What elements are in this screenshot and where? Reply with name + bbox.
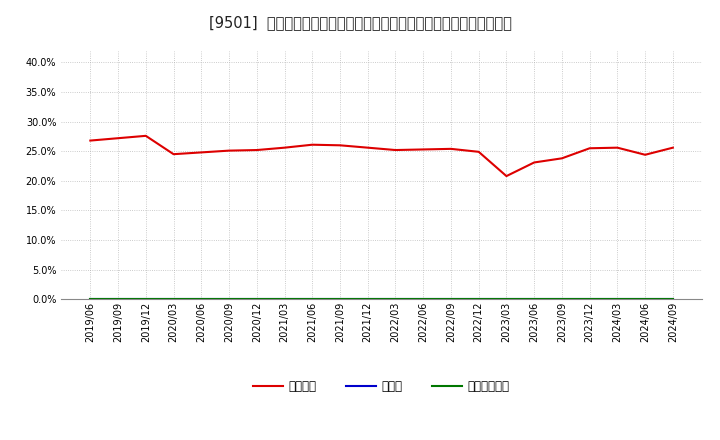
のれん (391, 297, 400, 302)
繰延税金資産 (253, 297, 261, 302)
のれん (169, 297, 178, 302)
繰延税金資産 (585, 297, 594, 302)
のれん (114, 297, 122, 302)
繰延税金資産 (114, 297, 122, 302)
繰延税金資産 (557, 297, 566, 302)
繰延税金資産 (446, 297, 455, 302)
自己資本 (419, 147, 428, 152)
のれん (280, 297, 289, 302)
繰延税金資産 (419, 297, 428, 302)
Text: [9501]  自己資本、のれん、繰延税金資産の総資産に対する比率の推移: [9501] 自己資本、のれん、繰延税金資産の総資産に対する比率の推移 (209, 15, 511, 30)
Legend: 自己資本, のれん, 繰延税金資産: 自己資本, のれん, 繰延税金資産 (248, 375, 515, 398)
繰延税金資産 (197, 297, 206, 302)
のれん (419, 297, 428, 302)
繰延税金資産 (308, 297, 317, 302)
繰延税金資産 (86, 297, 94, 302)
自己資本 (474, 149, 483, 154)
のれん (669, 297, 678, 302)
のれん (225, 297, 233, 302)
自己資本 (114, 136, 122, 141)
自己資本 (197, 150, 206, 155)
のれん (613, 297, 621, 302)
のれん (557, 297, 566, 302)
のれん (308, 297, 317, 302)
繰延税金資産 (364, 297, 372, 302)
自己資本 (446, 146, 455, 151)
自己資本 (225, 148, 233, 153)
のれん (530, 297, 539, 302)
繰延税金資産 (280, 297, 289, 302)
自己資本 (142, 133, 150, 139)
のれん (253, 297, 261, 302)
Line: 自己資本: 自己資本 (90, 136, 673, 176)
自己資本 (86, 138, 94, 143)
自己資本 (641, 152, 649, 158)
のれん (502, 297, 510, 302)
のれん (364, 297, 372, 302)
自己資本 (364, 145, 372, 150)
繰延税金資産 (169, 297, 178, 302)
自己資本 (613, 145, 621, 150)
自己資本 (530, 160, 539, 165)
繰延税金資産 (530, 297, 539, 302)
のれん (86, 297, 94, 302)
自己資本 (169, 151, 178, 157)
繰延税金資産 (391, 297, 400, 302)
繰延税金資産 (225, 297, 233, 302)
自己資本 (336, 143, 344, 148)
自己資本 (308, 142, 317, 147)
繰延税金資産 (641, 297, 649, 302)
のれん (336, 297, 344, 302)
のれん (641, 297, 649, 302)
自己資本 (669, 145, 678, 150)
繰延税金資産 (669, 297, 678, 302)
自己資本 (391, 147, 400, 153)
繰延税金資産 (502, 297, 510, 302)
のれん (142, 297, 150, 302)
自己資本 (557, 156, 566, 161)
繰延税金資産 (474, 297, 483, 302)
のれん (446, 297, 455, 302)
自己資本 (280, 145, 289, 150)
繰延税金資産 (336, 297, 344, 302)
のれん (197, 297, 206, 302)
繰延税金資産 (142, 297, 150, 302)
自己資本 (502, 173, 510, 179)
繰延税金資産 (613, 297, 621, 302)
のれん (585, 297, 594, 302)
のれん (474, 297, 483, 302)
自己資本 (585, 146, 594, 151)
自己資本 (253, 147, 261, 153)
